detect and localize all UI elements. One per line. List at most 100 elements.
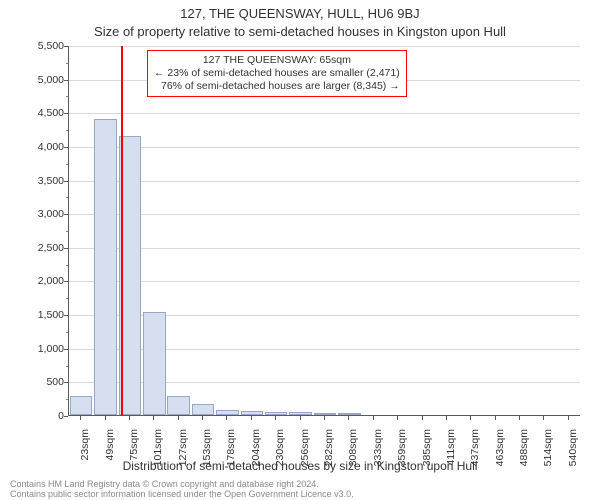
x-tick-mark: [105, 416, 106, 420]
y-minor-tick: [66, 265, 68, 266]
y-tick-label: 5,500: [4, 40, 64, 52]
y-tick-mark: [64, 113, 68, 114]
y-minor-tick: [66, 197, 68, 198]
y-tick-mark: [64, 46, 68, 47]
x-tick-mark: [543, 416, 544, 420]
annotation-line-1: 127 THE QUEENSWAY: 65sqm: [154, 54, 400, 67]
x-tick-label: 127sqm: [177, 429, 189, 481]
histogram-bar: [94, 119, 116, 415]
x-tick-label: 385sqm: [421, 429, 433, 481]
x-tick-label: 308sqm: [347, 429, 359, 481]
gridline: [69, 214, 580, 215]
y-tick-mark: [64, 147, 68, 148]
x-tick-label: 463sqm: [494, 429, 506, 481]
x-tick-mark: [397, 416, 398, 420]
y-tick-mark: [64, 382, 68, 383]
annotation-line-2: ← 23% of semi-detached houses are smalle…: [154, 67, 400, 80]
x-tick-label: 359sqm: [396, 429, 408, 481]
x-tick-label: 411sqm: [445, 429, 457, 481]
y-tick-label: 2,500: [4, 242, 64, 254]
footnote: Contains HM Land Registry data © Crown c…: [10, 480, 354, 500]
y-tick-mark: [64, 315, 68, 316]
x-tick-mark: [178, 416, 179, 420]
y-tick-mark: [64, 181, 68, 182]
x-tick-label: 282sqm: [323, 429, 335, 481]
y-tick-mark: [64, 248, 68, 249]
x-tick-mark: [373, 416, 374, 420]
y-tick-mark: [64, 214, 68, 215]
y-tick-label: 3,000: [4, 208, 64, 220]
histogram-bar: [265, 412, 287, 415]
x-tick-mark: [129, 416, 130, 420]
gridline: [69, 147, 580, 148]
x-tick-label: 75sqm: [128, 429, 140, 481]
marker-line: [121, 46, 123, 415]
histogram-bar: [338, 413, 360, 415]
histogram-bar: [167, 396, 189, 415]
x-tick-mark: [226, 416, 227, 420]
histogram-bar: [70, 396, 92, 415]
x-tick-label: 178sqm: [225, 429, 237, 481]
x-tick-label: 514sqm: [542, 429, 554, 481]
plot-area: 127 THE QUEENSWAY: 65sqm ← 23% of semi-d…: [68, 46, 580, 416]
y-tick-mark: [64, 80, 68, 81]
y-tick-label: 4,500: [4, 107, 64, 119]
y-minor-tick: [66, 366, 68, 367]
y-tick-label: 5,000: [4, 74, 64, 86]
gridline: [69, 46, 580, 47]
annotation-box: 127 THE QUEENSWAY: 65sqm ← 23% of semi-d…: [147, 50, 407, 97]
x-tick-label: 540sqm: [567, 429, 579, 481]
x-tick-mark: [519, 416, 520, 420]
x-tick-mark: [348, 416, 349, 420]
x-tick-mark: [202, 416, 203, 420]
chart-title: Size of property relative to semi-detach…: [0, 24, 600, 39]
y-minor-tick: [66, 399, 68, 400]
x-tick-mark: [80, 416, 81, 420]
x-tick-mark: [300, 416, 301, 420]
gridline: [69, 281, 580, 282]
x-tick-mark: [275, 416, 276, 420]
histogram-bar: [289, 412, 311, 415]
histogram-bar: [241, 411, 263, 415]
y-tick-label: 4,000: [4, 141, 64, 153]
x-tick-label: 230sqm: [274, 429, 286, 481]
x-tick-mark: [495, 416, 496, 420]
y-tick-label: 500: [4, 376, 64, 388]
x-tick-label: 153sqm: [201, 429, 213, 481]
y-tick-label: 3,500: [4, 175, 64, 187]
y-tick-label: 0: [4, 410, 64, 422]
super-title: 127, THE QUEENSWAY, HULL, HU6 9BJ: [0, 6, 600, 21]
annotation-line-3: 76% of semi-detached houses are larger (…: [154, 80, 400, 93]
histogram-bar: [192, 404, 214, 415]
y-tick-label: 1,500: [4, 309, 64, 321]
x-tick-label: 204sqm: [250, 429, 262, 481]
x-tick-label: 488sqm: [518, 429, 530, 481]
y-tick-mark: [64, 281, 68, 282]
y-minor-tick: [66, 164, 68, 165]
y-minor-tick: [66, 332, 68, 333]
y-minor-tick: [66, 231, 68, 232]
y-tick-mark: [64, 349, 68, 350]
x-tick-mark: [446, 416, 447, 420]
x-tick-label: 49sqm: [104, 429, 116, 481]
histogram-bar: [143, 312, 165, 415]
x-tick-mark: [324, 416, 325, 420]
y-minor-tick: [66, 130, 68, 131]
y-minor-tick: [66, 298, 68, 299]
y-tick-label: 1,000: [4, 343, 64, 355]
footnote-line-2: Contains public sector information licen…: [10, 490, 354, 500]
x-tick-label: 23sqm: [79, 429, 91, 481]
x-tick-label: 101sqm: [152, 429, 164, 481]
x-tick-label: 333sqm: [372, 429, 384, 481]
y-tick-mark: [64, 416, 68, 417]
x-tick-mark: [251, 416, 252, 420]
y-minor-tick: [66, 96, 68, 97]
y-tick-label: 2,000: [4, 275, 64, 287]
x-tick-mark: [470, 416, 471, 420]
histogram-bar: [216, 410, 238, 415]
gridline: [69, 113, 580, 114]
chart-container: { "super_title": "127, THE QUEENSWAY, HU…: [0, 0, 600, 500]
gridline: [69, 181, 580, 182]
x-tick-label: 256sqm: [299, 429, 311, 481]
x-tick-mark: [568, 416, 569, 420]
